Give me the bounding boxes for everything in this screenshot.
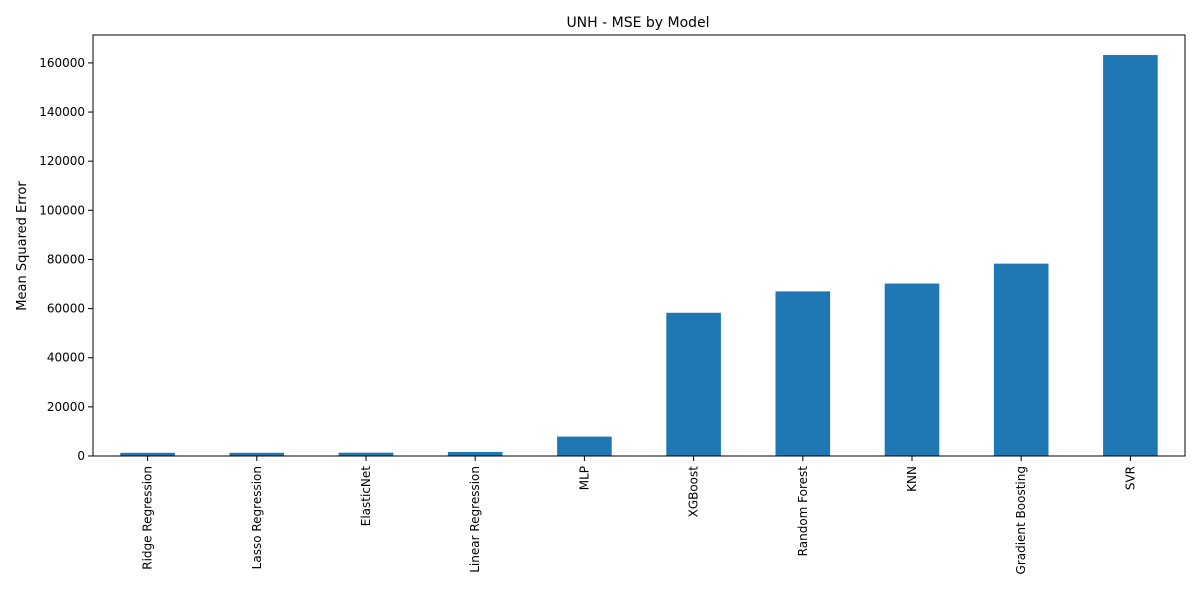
y-tick-label: 100000 — [39, 203, 85, 217]
x-tick-label: ElasticNet — [359, 466, 373, 527]
bar-mlp — [557, 436, 612, 456]
y-tick-label: 160000 — [39, 56, 85, 70]
y-tick-label: 80000 — [47, 252, 85, 266]
bar-knn — [884, 283, 940, 456]
bar-svr — [1103, 55, 1158, 457]
x-tick-label: XGBoost — [687, 466, 701, 518]
bar-xgboost — [666, 312, 721, 456]
plot-frame — [92, 34, 1186, 457]
x-tick-label: Lasso Regression — [250, 466, 264, 569]
x-tick-label: Gradient Boosting — [1014, 466, 1028, 574]
plot-area: 0 20000 40000 60000 80000 100000 120000 140000 1… — [39, 34, 1186, 574]
bar-random-forest — [775, 291, 831, 456]
x-tick-label: Random Forest — [796, 466, 810, 557]
y-tick-label: 120000 — [39, 154, 85, 168]
x-tick-label: MLP — [577, 466, 591, 490]
x-tick-label: Linear Regression — [468, 466, 482, 573]
x-tick-label: KNN — [905, 466, 919, 492]
bar-elasticnet — [338, 452, 394, 456]
bar-lasso-regression — [229, 452, 285, 456]
bar-ridge-regression — [120, 452, 175, 456]
x-tick-label: SVR — [1123, 466, 1137, 490]
y-tick-label: 140000 — [39, 105, 85, 119]
y-tick-label: 60000 — [47, 302, 85, 316]
bar-gradient-boosting — [993, 263, 1049, 456]
y-axis-title: Mean Squared Error — [15, 181, 30, 311]
y-tick-label: 40000 — [47, 351, 85, 365]
x-tick-label: Ridge Regression — [141, 466, 155, 570]
bar-linear-regression — [447, 451, 503, 456]
chart-title: UNH - MSE by Model — [566, 15, 709, 31]
y-tick-label: 20000 — [47, 400, 85, 414]
y-tick-label: 0 — [77, 449, 85, 463]
